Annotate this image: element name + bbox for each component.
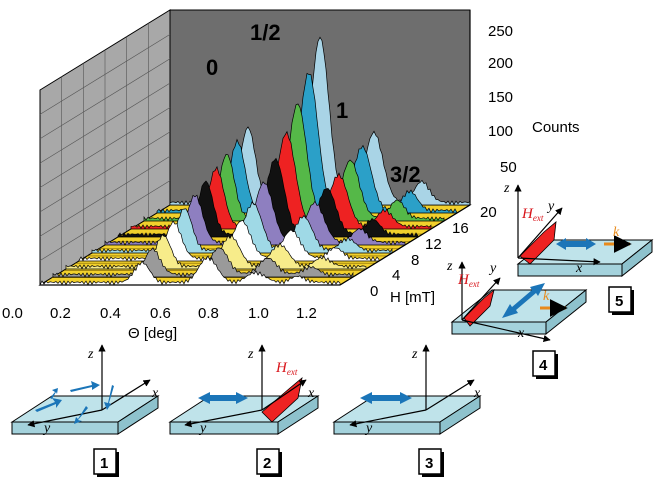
h-tick: 8: [411, 252, 419, 269]
h-tick: 20: [480, 204, 497, 221]
axis-x: x: [575, 261, 583, 276]
peak-label: 1/2: [250, 20, 281, 45]
z-tick: 150: [488, 89, 513, 106]
peak-label: 3/2: [390, 162, 421, 187]
diagram-3: z x y 3: [332, 344, 482, 477]
h-ext-label: Hext: [521, 206, 544, 223]
theta-tick: 0.4: [100, 305, 121, 322]
k-label: k: [543, 289, 550, 304]
theta-tick: 0.2: [50, 305, 71, 322]
domain-arrow: [502, 283, 545, 318]
h-tick: 12: [425, 236, 442, 253]
h-ext-field: [519, 221, 557, 265]
peak-label: 0: [206, 55, 218, 80]
axis-y: y: [198, 421, 207, 436]
domain-arrow: [198, 392, 248, 404]
z-tick: 50: [500, 159, 517, 176]
diagram-1: z x y 1: [10, 344, 160, 477]
theta-axis-label: Θ [deg]: [128, 325, 177, 342]
axis-y: y: [364, 421, 373, 436]
h-tick: 16: [452, 220, 469, 237]
h-ext-field: [463, 288, 495, 327]
peak-labels: 0 1/2 1 3/2: [206, 20, 421, 187]
theta-tick: 0.6: [150, 305, 171, 322]
z-tick: 200: [488, 55, 513, 72]
diagram-4: k z y x Hext 4: [446, 259, 588, 379]
diagram-number: 4: [539, 357, 548, 374]
k-label: k: [613, 225, 620, 240]
domain-arrow: [360, 392, 412, 404]
h-axis: 20 16 12 8 4 0 H [mT]: [370, 204, 497, 306]
axis-y: y: [42, 421, 51, 436]
h-tick: 4: [392, 267, 400, 284]
spectrum-trace: [39, 255, 341, 286]
diagram-number: 2: [263, 455, 271, 472]
axis-x: x: [307, 386, 315, 401]
h-ext-label: Hext: [275, 360, 298, 377]
axis-z: z: [411, 347, 418, 362]
z-tick: 250: [488, 23, 513, 40]
theta-tick: 0.0: [2, 305, 23, 322]
axis-x: x: [517, 326, 525, 341]
diagram-number: 1: [100, 455, 108, 472]
h-tick: 0: [370, 283, 378, 300]
axis-z: z: [87, 347, 94, 362]
axis-y: y: [488, 261, 497, 276]
peak-label: 1: [336, 98, 348, 123]
theta-axis: 0.0 0.2 0.4 0.6 0.8 1.0 1.2 Θ [deg]: [2, 305, 317, 342]
axis-z: z: [503, 181, 510, 196]
h-axis-label: H [mT]: [390, 289, 435, 306]
h-ext-label: Hext: [457, 272, 480, 289]
axis-z: z: [247, 347, 254, 362]
axis-x: x: [151, 386, 159, 401]
axis-x: x: [473, 386, 481, 401]
z-axis: 250 200 150 100 50 Counts: [488, 23, 580, 176]
theta-tick: 1.2: [296, 305, 317, 322]
diagram-number: 5: [615, 293, 623, 310]
diagram-2: z x y Hext 2: [168, 344, 320, 477]
domain-arrow: [556, 238, 596, 250]
axis-z: z: [446, 259, 453, 274]
z-axis-label: Counts: [532, 119, 580, 136]
theta-tick: 1.0: [248, 305, 269, 322]
theta-tick: 0.8: [198, 305, 219, 322]
diagram-number: 3: [425, 455, 433, 472]
diagram-5: k z y x Hext 5: [503, 181, 654, 315]
waterfall-plot: 250 200 150 100 50 Counts 20 16 12 8 4 0…: [2, 9, 580, 342]
domain-arrows: [35, 381, 114, 424]
axis-y: y: [546, 199, 555, 214]
z-tick: 100: [488, 123, 513, 140]
